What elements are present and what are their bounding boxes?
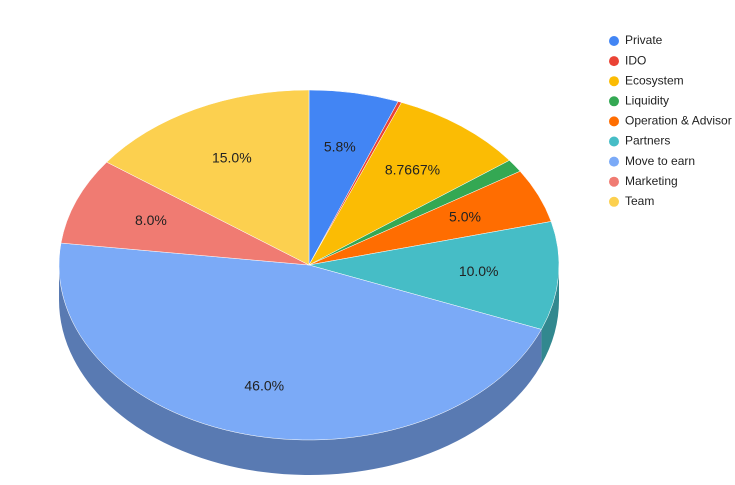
legend-label: Team bbox=[625, 194, 654, 208]
legend-marker bbox=[609, 36, 619, 46]
legend-marker bbox=[609, 116, 619, 127]
legend-label: Operation & Advisor bbox=[625, 114, 732, 128]
legend-marker bbox=[609, 156, 619, 167]
legend-label: Liquidity bbox=[625, 93, 669, 107]
slice bbox=[308, 102, 510, 266]
legend-marker bbox=[609, 76, 619, 87]
slice-label: 10.0% bbox=[459, 263, 499, 279]
slice bbox=[106, 89, 310, 266]
legend-label: Partners bbox=[625, 134, 670, 148]
slice-label: 46.0% bbox=[244, 378, 284, 394]
legend-marker bbox=[609, 96, 619, 107]
slice-label: 8.0% bbox=[135, 212, 167, 228]
legend-marker bbox=[609, 56, 619, 67]
legend-label: IDO bbox=[625, 53, 646, 67]
slice-label: 5.0% bbox=[449, 208, 481, 224]
legend-label: Move to earn bbox=[625, 154, 695, 168]
legend-label: Marketing bbox=[625, 174, 678, 188]
legend-marker bbox=[609, 136, 619, 147]
slice bbox=[60, 161, 310, 266]
slice-label: 15.0% bbox=[212, 150, 252, 166]
slice-label: 8.7667% bbox=[385, 161, 440, 177]
slice-side bbox=[59, 265, 542, 475]
legend-marker bbox=[609, 196, 619, 207]
slice-side bbox=[541, 265, 559, 365]
legend-label: Private bbox=[625, 33, 663, 47]
slice bbox=[308, 221, 560, 330]
legend-marker bbox=[609, 176, 619, 187]
legend-label: Ecosystem bbox=[625, 73, 684, 87]
slice bbox=[58, 242, 542, 441]
slice-label: 5.8% bbox=[324, 139, 356, 155]
